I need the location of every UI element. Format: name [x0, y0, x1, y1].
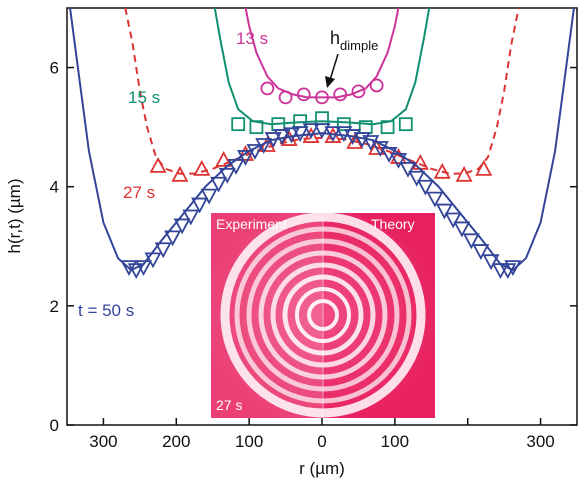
data-point — [408, 170, 426, 187]
data-point — [296, 87, 311, 102]
x-axis-label: r (µm) — [299, 459, 345, 478]
dimple-label-main: h — [330, 28, 340, 48]
series-label-13s: 13 s — [236, 29, 268, 48]
data-point — [444, 212, 462, 229]
series-layer — [69, 8, 575, 280]
x-tick-label: 100 — [235, 432, 263, 451]
data-point — [260, 81, 275, 96]
data-point — [171, 165, 189, 182]
inset-experiment-haze — [211, 213, 323, 418]
data-point — [182, 209, 200, 226]
data-point — [236, 145, 255, 161]
series-3 — [69, 8, 575, 280]
dimple-arrow-shaft — [329, 53, 339, 81]
dimple-label: hdimple — [330, 28, 378, 53]
x-tick-label: 0 — [317, 432, 326, 451]
data-point — [227, 158, 245, 175]
x-tick-label: 100 — [381, 432, 409, 451]
data-point — [200, 188, 218, 205]
data-point — [435, 203, 453, 220]
data-point — [191, 197, 209, 214]
data-point — [215, 151, 233, 167]
data-point — [315, 111, 329, 126]
y-tick-label: 6 — [50, 59, 59, 78]
data-point — [273, 129, 291, 145]
data-point — [127, 263, 145, 280]
data-point — [315, 90, 329, 105]
data-point — [504, 260, 522, 277]
data-point — [154, 242, 172, 259]
y-tick-label: 0 — [50, 416, 59, 435]
series-1 — [213, 8, 431, 135]
data-point — [426, 191, 444, 208]
series-label-27s: 27 s — [123, 183, 155, 202]
data-point — [472, 244, 490, 260]
data-point — [333, 87, 348, 102]
data-point — [249, 120, 264, 135]
dimple-label-sub: dimple — [340, 38, 378, 53]
data-point — [134, 260, 153, 277]
data-point — [482, 254, 500, 271]
data-point — [264, 132, 282, 148]
inset-experiment-label: Experiment — [216, 216, 287, 232]
dimple-arrow-head — [325, 76, 335, 88]
dimple-annotation: hdimple — [325, 28, 378, 88]
data-point — [453, 221, 471, 238]
data-point — [231, 117, 246, 132]
data-point — [278, 90, 293, 105]
data-point — [255, 138, 273, 154]
data-point — [218, 167, 236, 184]
data-point — [210, 176, 228, 193]
data-point — [398, 117, 413, 132]
series-label-50s: t = 50 s — [78, 301, 134, 320]
data-point — [389, 153, 408, 169]
data-point — [475, 159, 493, 176]
data-point — [368, 139, 386, 155]
x-tick-label: 200 — [162, 432, 190, 451]
data-point — [416, 179, 434, 196]
data-point — [380, 120, 395, 135]
data-point — [462, 233, 480, 250]
inset-image: Experiment Theory 27 s — [211, 212, 435, 418]
x-tick-label: 300 — [526, 432, 554, 451]
inset-time-label: 27 s — [216, 397, 242, 413]
data-point — [236, 150, 255, 166]
data-point — [120, 260, 138, 277]
data-point — [193, 159, 211, 176]
y-tick-label: 4 — [50, 178, 59, 197]
series-line — [213, 8, 431, 126]
data-point — [324, 126, 342, 142]
data-point — [313, 123, 331, 140]
data-point — [144, 252, 162, 269]
data-point — [282, 127, 300, 144]
y-tick-label: 2 — [50, 297, 59, 316]
data-point — [351, 84, 366, 99]
data-point — [455, 165, 473, 182]
data-point — [369, 78, 384, 93]
data-point — [164, 230, 182, 247]
data-point — [336, 117, 351, 132]
y-axis-label: h(r,t) (µm) — [5, 179, 24, 254]
axis-layer: 300 200 100 0 100 300 0 2 4 6 — [50, 59, 577, 451]
series-0 — [244, 8, 400, 105]
inset-theory-label: Theory — [371, 216, 415, 232]
data-point — [302, 123, 320, 140]
series-2 — [124, 8, 520, 182]
data-point — [173, 218, 191, 235]
data-point — [291, 126, 309, 142]
data-point — [399, 161, 417, 178]
data-point — [149, 156, 167, 173]
data-point — [433, 162, 451, 179]
series-label-15s: 15 s — [128, 88, 160, 107]
series-line — [244, 8, 400, 99]
x-tick-label: 300 — [89, 432, 117, 451]
data-point — [246, 144, 264, 160]
